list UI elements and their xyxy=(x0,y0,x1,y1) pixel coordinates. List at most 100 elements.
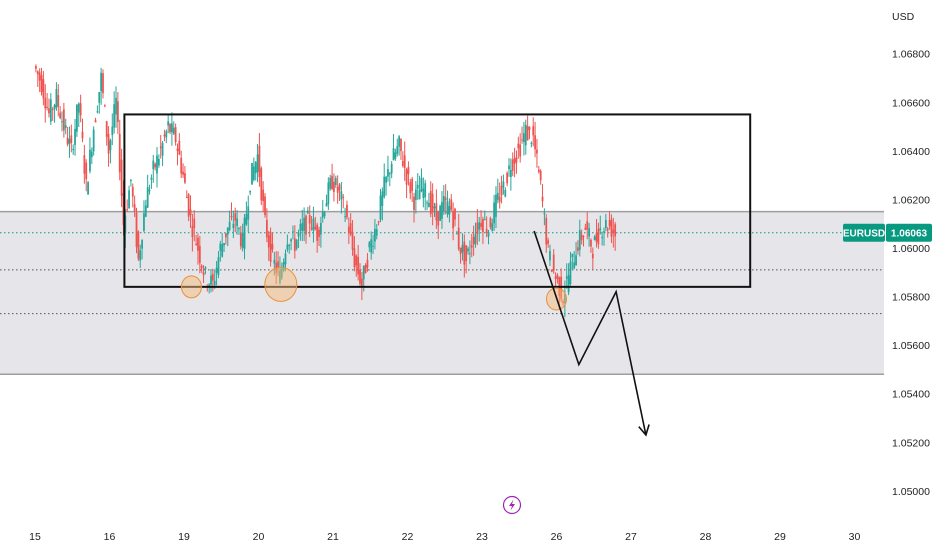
candle-body xyxy=(366,259,369,268)
candle-body xyxy=(292,231,294,233)
candle-body xyxy=(370,239,373,253)
candle-body xyxy=(500,185,503,196)
candle-body xyxy=(98,92,101,103)
candle-body xyxy=(515,157,518,163)
candle-body xyxy=(387,169,389,177)
candle-body xyxy=(303,217,306,231)
candle-body xyxy=(463,241,466,265)
candle-body xyxy=(586,221,589,230)
candle-body xyxy=(351,231,354,250)
currency-label: USD xyxy=(892,11,915,23)
candle-body xyxy=(245,213,248,225)
candle-body xyxy=(310,227,313,229)
candle-body xyxy=(435,203,438,221)
candle-body xyxy=(293,238,296,251)
y-tick-label: 1.05600 xyxy=(892,340,930,352)
candle-body xyxy=(118,133,121,173)
candle-body xyxy=(198,245,201,264)
highlight-circle[interactable] xyxy=(180,275,202,299)
zones-layer xyxy=(0,210,884,376)
candle-body xyxy=(439,206,441,221)
candle-body xyxy=(364,264,367,274)
candle-body xyxy=(258,145,261,178)
candle-body xyxy=(146,187,149,208)
candle-body xyxy=(225,233,227,238)
candle-body xyxy=(295,239,298,249)
candle-body xyxy=(355,255,358,266)
candle-body xyxy=(446,201,449,215)
candle-body xyxy=(167,121,170,126)
candle-body xyxy=(336,187,339,193)
candle-body xyxy=(388,173,391,175)
candle-body xyxy=(74,128,76,145)
candle-body xyxy=(614,224,617,237)
candle-body xyxy=(334,178,337,186)
candle-body xyxy=(288,245,291,247)
candle-body xyxy=(353,248,356,268)
candle-body xyxy=(360,278,363,287)
candle-body xyxy=(251,163,253,185)
candle-body xyxy=(323,212,326,217)
candle-body xyxy=(584,227,587,230)
candle-body xyxy=(396,146,399,154)
candle-body xyxy=(107,133,110,154)
candle-body xyxy=(256,154,259,173)
candle-body xyxy=(472,236,475,245)
candle-body xyxy=(431,193,434,213)
candle-body xyxy=(541,196,544,202)
candle-body xyxy=(556,274,559,279)
candle-body xyxy=(532,126,535,136)
candle-body xyxy=(221,244,224,257)
candle-body xyxy=(521,139,523,141)
candle-body xyxy=(429,190,432,215)
candle-body xyxy=(437,211,440,226)
candle-body xyxy=(450,199,453,210)
candle-body xyxy=(590,239,592,247)
candle-body xyxy=(601,237,604,239)
candle-body xyxy=(347,226,350,234)
candle-body xyxy=(55,89,58,108)
price-label: 1.06063 xyxy=(891,229,928,240)
candle-body xyxy=(383,176,386,197)
candle-body xyxy=(180,157,183,174)
candle-body xyxy=(305,215,307,235)
candle-body xyxy=(165,131,168,138)
candle-body xyxy=(333,181,335,193)
candle-body xyxy=(597,228,600,245)
candle-body xyxy=(545,218,548,245)
candle-body xyxy=(87,182,89,195)
candle-body xyxy=(465,245,468,261)
y-tick-label: 1.06800 xyxy=(892,49,930,61)
candle-body xyxy=(418,190,421,200)
candle-body xyxy=(411,178,414,192)
candle-body xyxy=(109,140,112,151)
candle-body xyxy=(113,104,116,128)
forecast-layer xyxy=(533,230,650,437)
price-axis-bg xyxy=(884,0,932,550)
candle-body xyxy=(85,162,88,180)
time-axis-bg xyxy=(0,522,884,550)
forecast-path[interactable] xyxy=(533,230,647,436)
highlight-circle[interactable] xyxy=(264,266,298,302)
candle-body xyxy=(264,196,266,216)
range-box[interactable] xyxy=(123,113,752,288)
range-box-layer xyxy=(123,113,752,288)
candle-body xyxy=(468,253,471,255)
price-axis: USD 1.06800 1.06600 1.06400 1.06200 1.06000 1.… xyxy=(884,0,932,550)
candle-body xyxy=(398,136,401,147)
candle-body xyxy=(448,206,451,215)
candles-layer xyxy=(35,64,617,318)
candle-body xyxy=(247,206,250,220)
candle-body xyxy=(452,210,455,229)
candle-body xyxy=(62,109,65,131)
candle-body xyxy=(159,146,162,149)
candle-body xyxy=(528,126,531,130)
candle-body xyxy=(35,66,37,69)
candle-body xyxy=(543,212,546,215)
candle-body xyxy=(513,158,516,164)
candle-body xyxy=(498,196,501,202)
candle-body xyxy=(301,223,304,231)
candle-body xyxy=(271,243,274,250)
flash-icon[interactable] xyxy=(502,495,522,515)
